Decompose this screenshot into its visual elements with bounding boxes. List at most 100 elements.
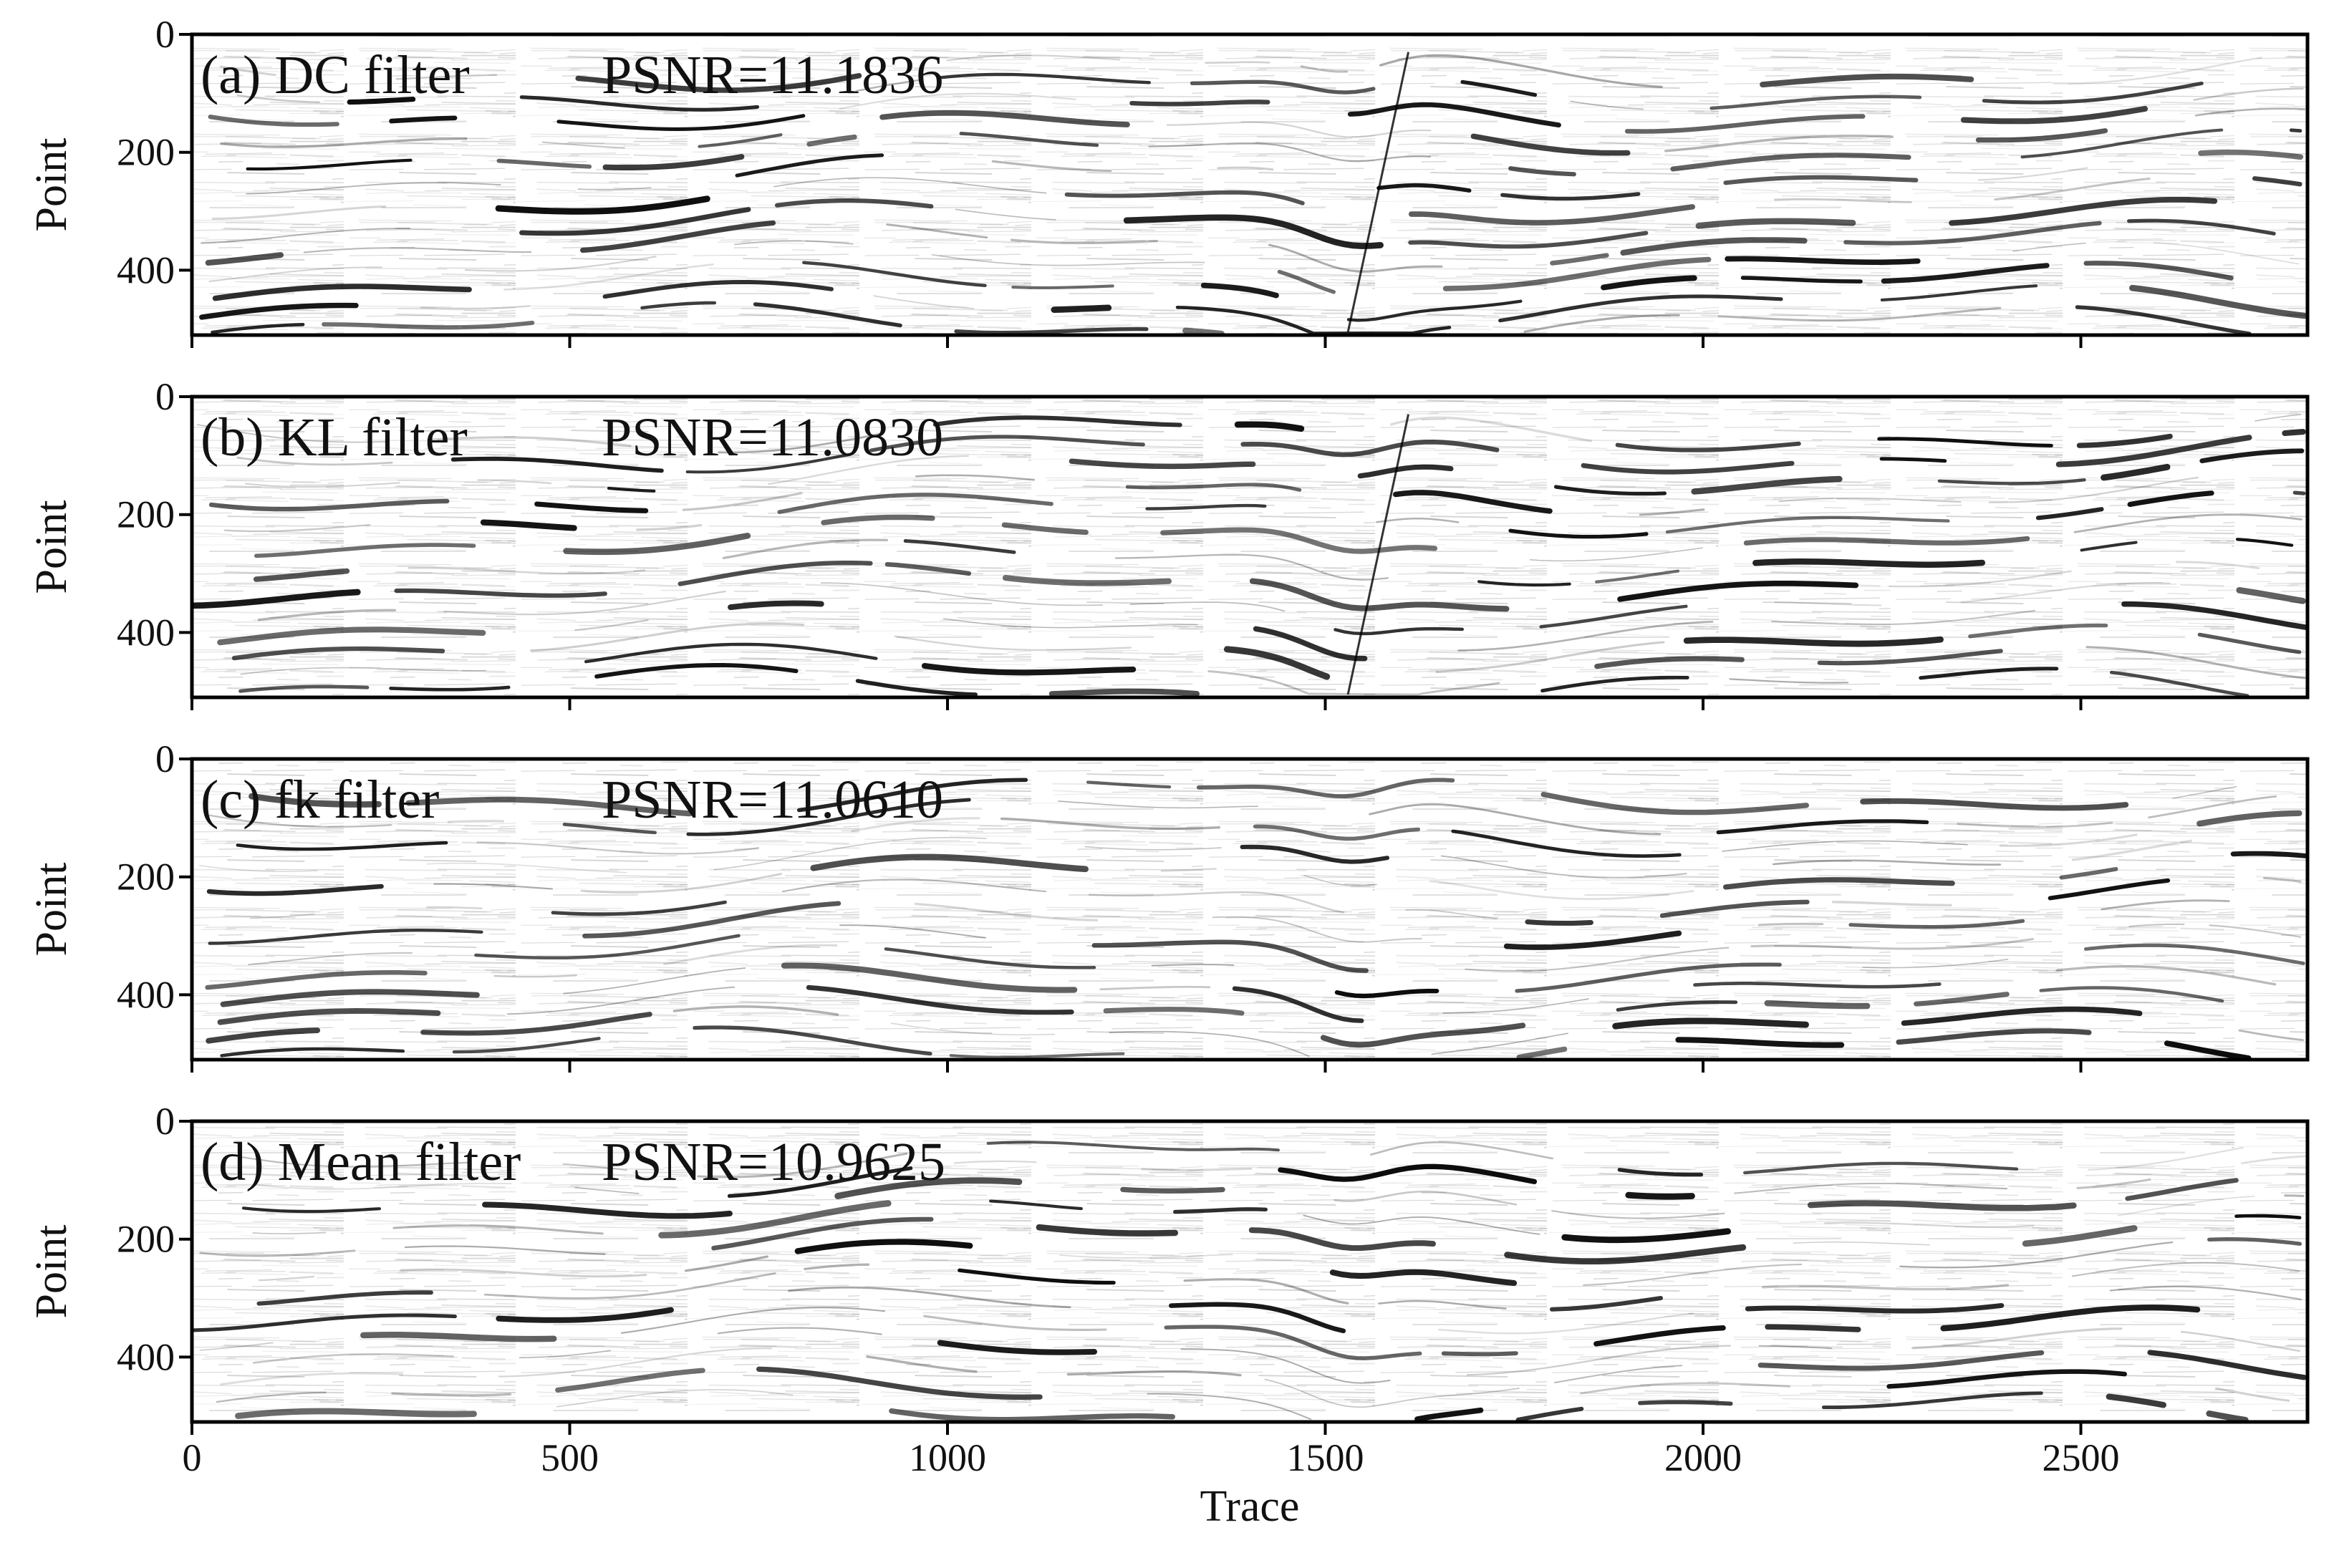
reflector-event	[1665, 516, 1950, 534]
reflector-event	[1408, 204, 1695, 226]
reflector-event	[1940, 1305, 2201, 1332]
reflector-event	[1059, 1254, 1233, 1259]
reflector-event	[443, 590, 726, 616]
reflector-event	[216, 1391, 327, 1403]
reflector-event	[2101, 899, 2230, 911]
reflector-event	[788, 1286, 1071, 1309]
reflector-event	[391, 1392, 512, 1397]
seismic-image	[192, 1121, 2308, 1422]
reflector-event	[1765, 1324, 1861, 1332]
reflector-event	[991, 160, 1112, 173]
reflector-event	[1886, 1369, 2127, 1389]
reflector-event	[1129, 601, 1286, 612]
reflector-event	[607, 486, 656, 493]
reflector-event	[562, 823, 657, 835]
reflector-event	[1551, 1210, 1725, 1219]
reflector-event	[2125, 1178, 2239, 1201]
reflector-event	[1771, 609, 2036, 626]
reflector-event	[1758, 1345, 1833, 1349]
reflector-event	[1500, 192, 1641, 201]
reflector-event	[1011, 284, 1114, 289]
reflector-event	[2127, 218, 2276, 236]
reflector-event	[1877, 437, 2053, 447]
y-tick-label: 200	[117, 131, 175, 174]
panel-d: 0 200 400 0 500 1000 1500 2000 2500 Point Trace (d)…	[27, 1100, 2310, 1531]
reflector-event	[2234, 1214, 2302, 1220]
reflector-event	[322, 320, 535, 330]
reflector-event	[1670, 153, 1911, 172]
reflector-event	[1691, 475, 1843, 495]
reflector-event	[1580, 1382, 1791, 1395]
reflector-event	[2207, 1237, 2302, 1246]
reflector-event	[199, 1249, 356, 1257]
panel-b: 0 200 400 Point (b) KL filter PSNR=11.0830	[27, 375, 2310, 710]
reflector-event	[1762, 601, 1882, 606]
reflector-event	[1723, 175, 1919, 185]
axes-frame	[190, 757, 2310, 1062]
reflector-event	[1268, 243, 1443, 273]
reflector-event	[1465, 947, 1730, 972]
reflector-event	[1334, 988, 1440, 999]
reflector-event	[1742, 1161, 2019, 1175]
reflector-event	[2083, 261, 2234, 281]
reflector-event	[217, 626, 486, 646]
reflector-event	[658, 1200, 892, 1239]
reflector-event	[199, 302, 359, 320]
reflector-event	[2255, 413, 2302, 422]
reflector-event	[408, 566, 646, 575]
panels: 0 200 400 Point (a) DC filter PSNR=11.1836 0 20…	[27, 13, 2310, 1531]
reflector-event	[404, 1245, 606, 1255]
seismic-image	[192, 397, 2308, 697]
reflector-event	[834, 1177, 1023, 1199]
reflector-event	[1240, 844, 1389, 864]
reflector-event	[722, 538, 889, 560]
reflector-event	[804, 1263, 870, 1271]
reflector-event	[1975, 128, 2108, 143]
reflector-event	[1405, 909, 1498, 920]
reflector-event	[1212, 916, 1422, 943]
psnr-label: PSNR=11.1836	[602, 45, 943, 105]
reflector-event	[483, 1272, 776, 1300]
reflector-event	[1503, 930, 1682, 950]
reflector-event	[1232, 986, 1364, 1023]
reflector-event	[989, 1199, 1083, 1211]
reflector-event	[2075, 305, 2252, 335]
reflector-event	[2206, 1410, 2249, 1422]
reflector-event	[249, 914, 315, 919]
reflector-event	[1329, 1269, 1518, 1287]
y-tick-label: 200	[117, 493, 175, 536]
reflector-event	[1583, 1263, 1803, 1287]
reflector-event	[1437, 1312, 1694, 1335]
reflector-event	[584, 642, 878, 664]
reflector-event	[1740, 276, 1863, 284]
reflector-event	[503, 263, 714, 291]
y-tick-label: 0	[155, 1100, 175, 1143]
reflector-event	[2236, 586, 2306, 604]
reflector-event	[1750, 938, 2034, 950]
reflector-event	[2235, 538, 2294, 547]
reflector-event	[1086, 780, 1172, 789]
reflector-event	[1722, 877, 1955, 890]
seismic-background	[192, 1121, 2308, 1422]
reflector-event	[447, 820, 505, 823]
reflector-event	[1760, 73, 1974, 88]
reflector-event	[236, 841, 448, 851]
reflector-event	[2109, 670, 2249, 697]
reflector-event	[1091, 939, 1369, 973]
reflector-event	[1778, 497, 1962, 503]
reflector-event	[1376, 517, 1460, 523]
seismic-background	[192, 759, 2308, 1060]
reflector-event	[2059, 866, 2118, 880]
reflector-event	[2055, 435, 2252, 468]
reflector-event	[1638, 1400, 1733, 1406]
reflector-event	[1725, 256, 1921, 265]
reflector-event	[1957, 821, 2113, 828]
reflector-event	[254, 543, 476, 558]
y-tick-label: 400	[117, 611, 175, 654]
reflector-event	[1774, 198, 1912, 203]
reflector-event	[246, 182, 501, 195]
reflector-event	[2083, 943, 2305, 965]
reflector-event	[1831, 901, 1952, 907]
reflector-event	[1659, 899, 1810, 919]
reflector-event	[1617, 581, 1859, 602]
